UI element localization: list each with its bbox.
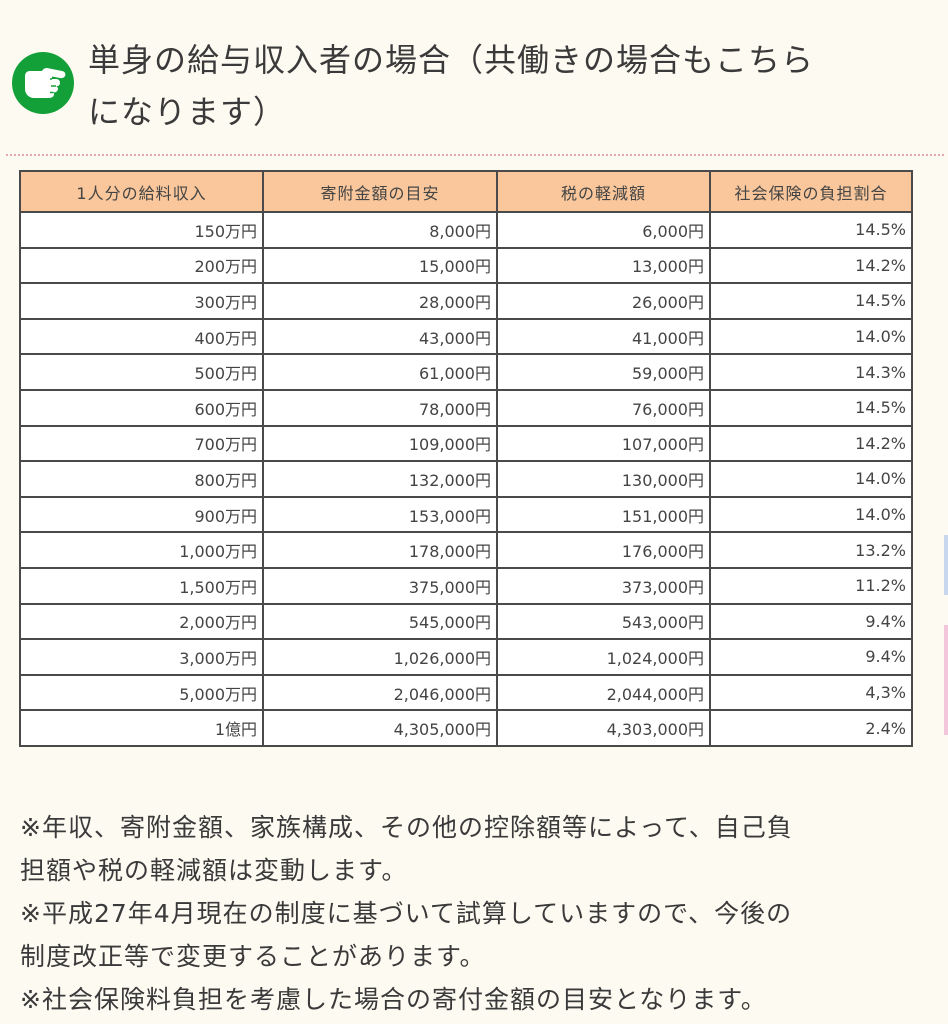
table-row: 800万円 132,000円 130,000円 14.0% (19, 460, 913, 498)
pointing-hand-icon (12, 52, 74, 114)
insurance-ratio-cell: 14.2% (709, 424, 913, 463)
table-row: 200万円 15,000円 13,000円 14.2% (19, 246, 913, 285)
table-row: 900万円 153,000円 151,000円 14.0% (19, 495, 913, 534)
table-row: 150万円 8,000円 6,000円 14.5% (19, 211, 913, 249)
donation-cell: 1,026,000円 (262, 638, 498, 676)
insurance-ratio-cell: 14.0% (709, 460, 913, 498)
donation-cell: 132,000円 (262, 460, 498, 498)
column-header-income: 1人分の給料収入 (19, 170, 264, 213)
edge-accent (944, 535, 948, 595)
table-row: 300万円 28,000円 26,000円 14.5% (19, 282, 913, 320)
tax-reduction-cell: 13,000円 (496, 246, 711, 285)
insurance-ratio-cell: 11.2% (709, 566, 913, 605)
tax-reduction-cell: 176,000円 (496, 531, 711, 569)
tax-reduction-cell: 26,000円 (496, 282, 711, 320)
tax-reduction-cell: 130,000円 (496, 460, 711, 498)
section-heading: 単身の給与収入者の場合（共働きの場合もこちら になります） (12, 30, 912, 140)
table-row: 1,000万円 178,000円 176,000円 13.2% (19, 531, 913, 569)
insurance-ratio-cell: 14.5% (709, 388, 913, 427)
income-cell: 900万円 (19, 495, 264, 534)
table-row: 5,000万円 2,046,000円 2,044,000円 4,3% (19, 673, 913, 712)
tax-reduction-cell: 1,024,000円 (496, 638, 711, 676)
table-row: 700万円 109,000円 107,000円 14.2% (19, 424, 913, 463)
insurance-ratio-cell: 9.4% (709, 638, 913, 676)
table-row: 2,000万円 545,000円 543,000円 9.4% (19, 602, 913, 641)
donation-cell: 8,000円 (262, 211, 498, 249)
donation-cell: 15,000円 (262, 246, 498, 285)
income-cell: 1億円 (19, 709, 264, 747)
donation-cell: 2,046,000円 (262, 673, 498, 712)
income-cell: 1,000万円 (19, 531, 264, 569)
insurance-ratio-cell: 14.0% (709, 495, 913, 534)
donation-table-container: 1人分の給料収入 寄附金額の目安 税の軽減額 社会保険の負担割合 150万円 8… (19, 170, 913, 747)
donation-cell: 153,000円 (262, 495, 498, 534)
insurance-ratio-cell: 13.2% (709, 531, 913, 569)
donation-cell: 375,000円 (262, 566, 498, 605)
income-cell: 1,500万円 (19, 566, 264, 605)
insurance-ratio-cell: 4,3% (709, 673, 913, 712)
table-row: 1億円 4,305,000円 4,303,000円 2.4% (19, 709, 913, 747)
income-cell: 5,000万円 (19, 673, 264, 712)
tax-reduction-cell: 107,000円 (496, 424, 711, 463)
income-cell: 600万円 (19, 388, 264, 427)
title-line-2: になります） (88, 93, 287, 131)
column-header-insurance-ratio: 社会保険の負担割合 (709, 170, 913, 213)
table-row: 600万円 78,000円 76,000円 14.5% (19, 388, 913, 427)
tax-reduction-cell: 6,000円 (496, 211, 711, 249)
edge-accent (944, 625, 948, 735)
income-cell: 200万円 (19, 246, 264, 285)
note-line: 制度改正等で変更することがあります。 (20, 942, 486, 971)
tax-reduction-cell: 2,044,000円 (496, 673, 711, 712)
income-cell: 400万円 (19, 317, 264, 356)
column-header-donation: 寄附金額の目安 (262, 170, 498, 213)
table-row: 400万円 43,000円 41,000円 14.0% (19, 317, 913, 356)
income-cell: 500万円 (19, 353, 264, 391)
donation-cell: 43,000円 (262, 317, 498, 356)
insurance-ratio-cell: 14.2% (709, 246, 913, 285)
note-line: ※社会保険料負担を考慮した場合の寄付金額の目安となります。 (20, 985, 767, 1014)
insurance-ratio-cell: 14.5% (709, 282, 913, 320)
insurance-ratio-cell: 9.4% (709, 602, 913, 641)
title-line-1: 単身の給与収入者の場合（共働きの場合もこちら (88, 41, 815, 79)
income-cell: 800万円 (19, 460, 264, 498)
income-cell: 3,000万円 (19, 638, 264, 676)
donation-cell: 28,000円 (262, 282, 498, 320)
donation-cell: 4,305,000円 (262, 709, 498, 747)
dotted-divider (6, 154, 944, 156)
insurance-ratio-cell: 2.4% (709, 709, 913, 747)
donation-cell: 61,000円 (262, 353, 498, 391)
page-title: 単身の給与収入者の場合（共働きの場合もこちら になります） (88, 34, 908, 138)
table-row: 500万円 61,000円 59,000円 14.3% (19, 353, 913, 391)
insurance-ratio-cell: 14.0% (709, 317, 913, 356)
table-row: 3,000万円 1,026,000円 1,024,000円 9.4% (19, 638, 913, 676)
note-line: 担額や税の軽減額は変動します。 (20, 856, 408, 885)
tax-reduction-cell: 151,000円 (496, 495, 711, 534)
income-cell: 700万円 (19, 424, 264, 463)
insurance-ratio-cell: 14.5% (709, 211, 913, 249)
donation-cell: 178,000円 (262, 531, 498, 569)
table-header-row: 1人分の給料収入 寄附金額の目安 税の軽減額 社会保険の負担割合 (19, 170, 913, 213)
insurance-ratio-cell: 14.3% (709, 353, 913, 391)
tax-reduction-cell: 543,000円 (496, 602, 711, 641)
donation-table: 1人分の給料収入 寄附金額の目安 税の軽減額 社会保険の負担割合 150万円 8… (19, 170, 913, 747)
donation-cell: 109,000円 (262, 424, 498, 463)
income-cell: 150万円 (19, 211, 264, 249)
income-cell: 2,000万円 (19, 602, 264, 641)
footnotes: ※年収、寄附金額、家族構成、その他の控除額等によって、自己負 担額や税の軽減額は… (20, 806, 920, 1021)
tax-reduction-cell: 4,303,000円 (496, 709, 711, 747)
donation-cell: 545,000円 (262, 602, 498, 641)
table-row: 1,500万円 375,000円 373,000円 11.2% (19, 566, 913, 605)
tax-reduction-cell: 373,000円 (496, 566, 711, 605)
column-header-tax-reduction: 税の軽減額 (496, 170, 711, 213)
donation-cell: 78,000円 (262, 388, 498, 427)
tax-reduction-cell: 41,000円 (496, 317, 711, 356)
income-cell: 300万円 (19, 282, 264, 320)
note-line: ※平成27年4月現在の制度に基づいて試算していますので、今後の (20, 899, 793, 928)
note-line: ※年収、寄附金額、家族構成、その他の控除額等によって、自己負 (20, 813, 793, 842)
tax-reduction-cell: 59,000円 (496, 353, 711, 391)
tax-reduction-cell: 76,000円 (496, 388, 711, 427)
